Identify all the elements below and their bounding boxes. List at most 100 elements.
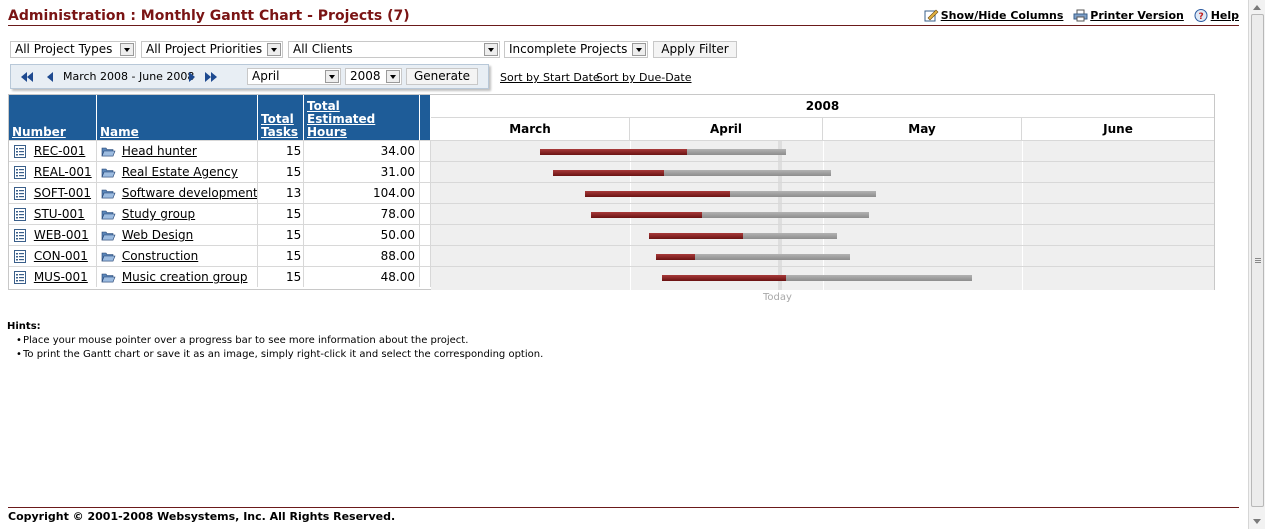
first-period-icon-2[interactable] [27,72,33,82]
progress-bar-completed[interactable] [540,149,687,155]
sort-by-start-date-link[interactable]: Sort by Start Date [500,71,600,84]
first-period-icon[interactable] [21,72,27,82]
task-list-icon[interactable] [13,187,28,200]
svg-text:?: ? [1198,12,1203,22]
task-list-icon[interactable] [13,208,28,221]
progress-bar-completed[interactable] [591,212,702,218]
total-tasks: 15 [258,141,304,161]
progress-bar-planned[interactable] [591,212,869,218]
open-folder-icon[interactable] [101,250,116,263]
project-name-link[interactable]: Software development [121,186,258,200]
progress-bar-completed[interactable] [649,233,743,239]
show-hide-columns-link[interactable]: Show/Hide Columns [924,9,1063,22]
task-list-icon[interactable] [13,229,28,242]
total-estimated-hours: 34.00 [304,141,420,161]
total-tasks: 15 [258,246,304,266]
progress-bar-planned[interactable] [553,170,831,176]
task-list-icon[interactable] [13,166,28,179]
project-name-link[interactable]: Music creation group [121,270,248,284]
clients-select[interactable]: All Clients [288,41,500,58]
progress-bar-planned[interactable] [662,275,972,281]
project-name-link[interactable]: Real Estate Agency [121,165,238,179]
open-folder-icon[interactable] [101,145,116,158]
project-name-link[interactable]: Construction [121,249,199,263]
progress-bar-planned[interactable] [585,191,876,197]
header-number: Number [9,95,97,140]
project-number-link[interactable]: SOFT-001 [33,186,92,200]
hint-item: To print the Gantt chart or save it as a… [16,348,543,362]
progress-bar-planned[interactable] [656,254,850,260]
chevron-down-icon [325,70,339,83]
total-tasks: 13 [258,183,304,203]
progress-bar-completed[interactable] [553,170,664,176]
total-estimated-hours: 78.00 [304,204,420,224]
month-header-april: April [630,118,823,140]
project-name-link[interactable]: Study group [121,207,196,221]
project-name-link[interactable]: Web Design [121,228,194,242]
open-folder-icon[interactable] [101,187,116,200]
grip-icon [1255,258,1261,259]
apply-filter-button[interactable]: Apply Filter [653,41,737,58]
chevron-down-icon [120,43,134,56]
project-number-link[interactable]: CON-001 [33,249,88,263]
task-list-icon[interactable] [13,271,28,284]
project-types-select[interactable]: All Project Types [10,41,136,58]
vertical-scrollbar[interactable] [1248,0,1265,529]
task-list-icon[interactable] [13,145,28,158]
project-name-link[interactable]: Head hunter [121,144,197,158]
project-number-link[interactable]: REAL-001 [33,165,92,179]
header-total-estimated-hours: Total Estimated Hours [304,95,420,140]
status-select[interactable]: Incomplete Projects [504,41,648,58]
header-links: Show/Hide Columns Printer Version ? Help [918,9,1239,25]
hints-section: Hints: Place your mouse pointer over a p… [7,321,543,362]
total-tasks: 15 [258,162,304,182]
progress-bar-planned[interactable] [649,233,837,239]
open-folder-icon[interactable] [101,208,116,221]
total-tasks: 15 [258,204,304,224]
scroll-up-icon[interactable] [1253,5,1261,10]
progress-bar-completed[interactable] [585,191,730,197]
today-label: Today [763,292,792,303]
page-header: Administration : Monthly Gantt Chart - P… [8,7,1239,26]
project-number-link[interactable]: STU-001 [33,207,85,221]
table-row: WEB-001 Web Design 15 50.00 [9,224,1214,245]
open-folder-icon[interactable] [101,229,116,242]
table-row: REAL-001 Real Estate Agency 15 31.00 [9,161,1214,182]
help-link[interactable]: ? Help [1194,9,1239,22]
task-list-icon[interactable] [13,250,28,263]
project-priorities-select[interactable]: All Project Priorities [141,41,283,58]
progress-bar-completed[interactable] [656,254,695,260]
chevron-down-icon [632,43,646,56]
printer-version-link[interactable]: Printer Version [1073,9,1184,22]
sort-by-due-date-link[interactable]: Sort by Due-Date [596,71,692,84]
open-folder-icon[interactable] [101,166,116,179]
last-period-icon-2[interactable] [211,72,217,82]
progress-bar-completed[interactable] [662,275,786,281]
total-tasks: 15 [258,225,304,245]
help-icon: ? [1194,9,1208,22]
generate-button[interactable]: Generate [406,68,478,85]
project-number-link[interactable]: REC-001 [33,144,86,158]
gantt-table: Number Name Total Tasks Total Estimated … [8,94,1215,290]
project-number-link[interactable]: WEB-001 [33,228,89,242]
chevron-down-icon [386,70,400,83]
total-estimated-hours: 50.00 [304,225,420,245]
last-period-icon[interactable] [205,72,211,82]
scrollbar-thumb[interactable] [1251,14,1264,507]
year-header: 2008 [431,95,1214,118]
hint-item: Place your mouse pointer over a progress… [16,334,543,348]
year-select[interactable]: 2008 [345,68,402,85]
hints-title: Hints: [7,321,41,332]
header-total-tasks: Total Tasks [258,95,304,140]
total-estimated-hours: 31.00 [304,162,420,182]
previous-period-icon[interactable] [47,72,53,82]
chevron-down-icon [484,43,498,56]
total-tasks: 15 [258,267,304,287]
month-header-march: March [431,118,630,140]
project-number-link[interactable]: MUS-001 [33,270,88,284]
next-period-icon[interactable] [189,72,195,82]
month-header-june: June [1103,122,1133,136]
open-folder-icon[interactable] [101,271,116,284]
month-select[interactable]: April [247,68,341,85]
scroll-down-icon[interactable] [1253,519,1261,524]
